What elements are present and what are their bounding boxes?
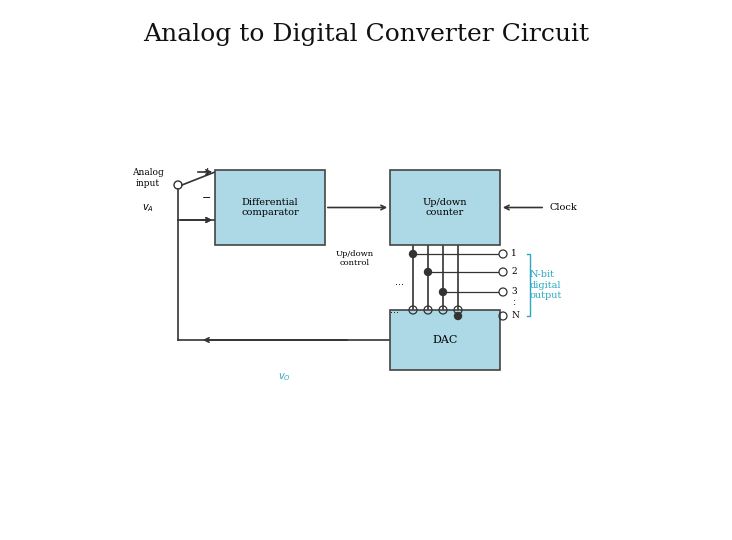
Bar: [215, 170, 325, 245]
Bar: [390, 170, 500, 245]
Text: ...: ...: [395, 277, 405, 287]
Circle shape: [425, 268, 431, 275]
Text: Up/down
control: Up/down control: [336, 250, 374, 267]
Text: Analog to Digital Converter Circuit: Analog to Digital Converter Circuit: [143, 24, 589, 46]
Text: N-bit
digital
output: N-bit digital output: [530, 270, 562, 300]
Bar: [390, 310, 500, 370]
Text: +: +: [202, 167, 212, 177]
Text: ...: ...: [390, 305, 399, 315]
Circle shape: [455, 313, 461, 320]
Text: $v_O$: $v_O$: [277, 371, 291, 383]
Circle shape: [409, 251, 417, 258]
Text: −: −: [202, 193, 212, 203]
Text: N: N: [511, 312, 519, 321]
Text: $v_A$: $v_A$: [142, 202, 154, 214]
Text: Analog
input: Analog input: [132, 168, 164, 188]
Text: DAC: DAC: [433, 335, 458, 345]
Text: :: :: [513, 297, 516, 307]
Text: 1: 1: [511, 249, 517, 259]
Text: Differential
comparator: Differential comparator: [241, 198, 299, 217]
Circle shape: [439, 288, 447, 295]
Text: Up/down
counter: Up/down counter: [423, 198, 467, 217]
Text: 2: 2: [511, 267, 517, 276]
Text: Clock: Clock: [550, 203, 578, 212]
Text: 3: 3: [511, 287, 517, 296]
